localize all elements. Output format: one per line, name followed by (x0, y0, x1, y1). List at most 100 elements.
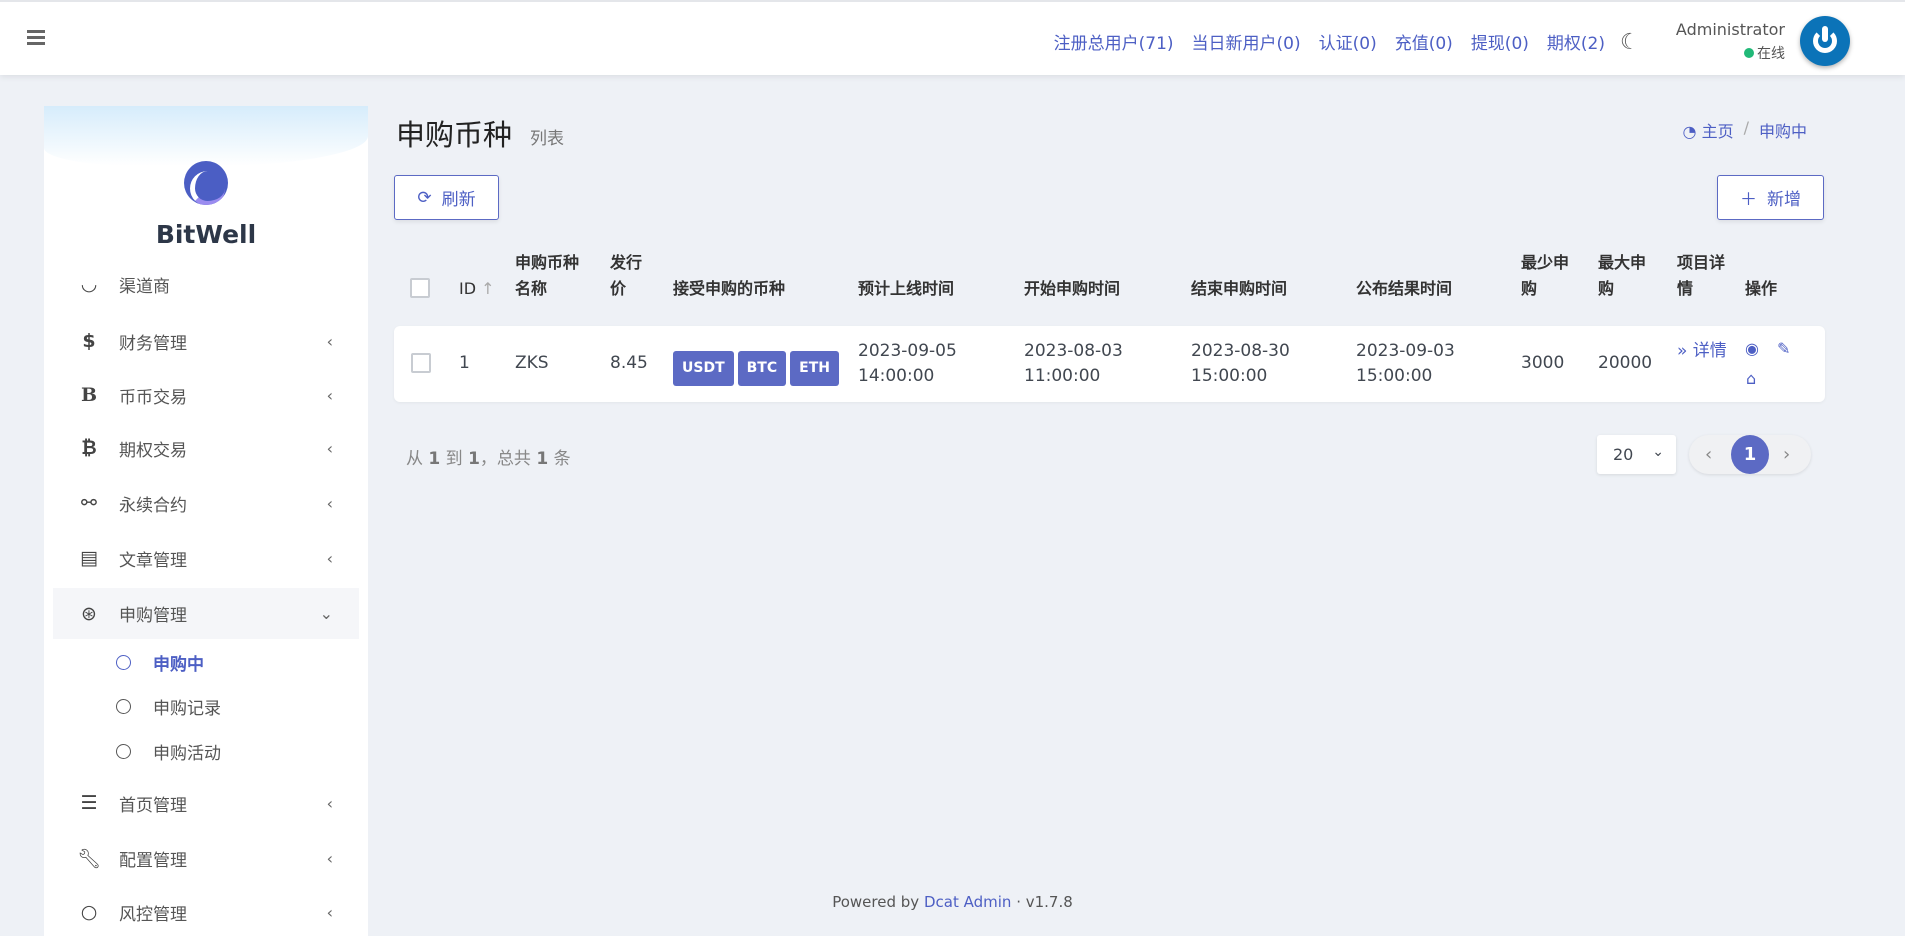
sidebar-item-label: 首页管理 (119, 795, 187, 816)
date: 2023-09-03 (1356, 341, 1455, 361)
delete-trash-icon[interactable]: ⌂ (1746, 370, 1757, 388)
chevron-left-icon: ‹ (326, 385, 333, 405)
newspaper-icon: ▤ (80, 547, 98, 569)
footer-version: · v1.7.8 (1016, 893, 1073, 911)
footer-text: Powered by (832, 893, 920, 911)
chevron-left-icon: ‹ (326, 331, 333, 351)
dark-mode-moon-icon[interactable]: ☾ (1620, 30, 1640, 55)
add-button[interactable]: ＋ 新增 (1717, 175, 1824, 220)
sidebar-item-risk[interactable]: ○ 风控管理 ‹ (53, 887, 359, 936)
avatar[interactable] (1800, 16, 1850, 66)
breadcrumb-home[interactable]: ◔ 主页 (1683, 118, 1734, 142)
pager: ‹ 1 › (1689, 435, 1811, 474)
page-subtitle: 列表 (530, 129, 564, 149)
user-status: 在线 (1757, 46, 1785, 62)
row-checkbox[interactable] (411, 353, 431, 373)
lifebuoy-icon: ⊛ (81, 602, 97, 625)
header-id[interactable]: ID ↑ (459, 276, 495, 302)
next-page-button[interactable]: › (1783, 444, 1791, 465)
text: 条 (553, 449, 571, 469)
cell-max: 20000 (1598, 353, 1653, 373)
per-page-select[interactable]: 20 ⌄ (1597, 435, 1676, 474)
table-row: 1 ZKS 8.45 USDT BTC ETH 2023-09-05 14:00:00… (394, 326, 1825, 402)
menu-toggle-icon[interactable] (27, 30, 45, 45)
date: 2023-09-05 (858, 341, 957, 361)
subitem-label: 申购记录 (153, 698, 221, 719)
header-start-time: 开始申购时间 (1024, 279, 1121, 298)
sidebar-item-finance[interactable]: $ 财务管理 ‹ (53, 316, 359, 366)
prev-page-button[interactable]: ‹ (1705, 444, 1713, 465)
sidebar-item-articles[interactable]: ▤ 文章管理 ‹ (53, 533, 359, 583)
sidebar-item-config[interactable]: 🔧︎ 配置管理 ‹ (53, 833, 359, 883)
breadcrumb: ◔ 主页 / 申购中 (1683, 118, 1807, 142)
sidebar-item-label: 申购管理 (119, 606, 187, 626)
sidebar-wave-decoration (44, 106, 368, 166)
sidebar-item-home[interactable]: ☰ 首页管理 ‹ (53, 778, 359, 828)
cell-price: 8.45 (610, 353, 648, 373)
sidebar-subitem-activities[interactable]: 申购活动 (116, 731, 221, 771)
sidebar-item-label: 财务管理 (119, 333, 187, 354)
from-number: 1 (428, 449, 441, 469)
page-1-button[interactable]: 1 (1731, 435, 1769, 474)
sidebar-item-channel[interactable]: ◡ 渠道商 (53, 259, 359, 309)
add-label: 新增 (1767, 190, 1801, 210)
list-icon: ☰ (80, 792, 98, 814)
header-online-time: 预计上线时间 (858, 279, 955, 298)
refresh-button[interactable]: ⟳ 刷新 (394, 175, 499, 220)
cell-end-time: 2023-08-30 15:00:00 (1191, 339, 1290, 389)
online-dot-icon (1744, 48, 1754, 58)
coin-badge: ETH (790, 351, 839, 386)
sort-arrow-up-icon[interactable]: ↑ (481, 279, 495, 298)
to-number: 1 (468, 449, 480, 469)
subitem-label: 申购活动 (153, 743, 221, 764)
cell-coins: USDT BTC ETH (673, 351, 843, 386)
sidebar-item-label: 永续合约 (119, 495, 187, 516)
sidebar-item-perpetual[interactable]: ⚯ 永续合约 ‹ (53, 478, 359, 528)
user-name: Administrator (1675, 20, 1785, 39)
circle-icon (116, 743, 131, 759)
link-total-users[interactable]: 注册总用户(71) (1053, 34, 1174, 54)
link-verify[interactable]: 认证(0) (1318, 34, 1377, 54)
sidebar: BitWell ◡ 渠道商 $ 财务管理 ‹ B 币币交易 ‹ ₿ 期权交易 ‹ ⚯ 永续合约 ‹… (44, 106, 368, 936)
time: 14:00:00 (858, 366, 935, 386)
b-icon: B (80, 384, 98, 406)
chevron-left-icon: ‹ (326, 793, 333, 813)
chevron-down-icon: ⌄ (319, 604, 333, 623)
user-info[interactable]: Administrator 在线 (1676, 20, 1785, 63)
refresh-icon: ⟳ (417, 187, 432, 208)
date: 2023-08-30 (1191, 341, 1290, 361)
view-eye-icon[interactable]: ◉ (1745, 340, 1759, 358)
page-title: 申购币种 (396, 118, 513, 152)
circle-icon (116, 698, 131, 714)
cell-start-time: 2023-08-03 11:00:00 (1024, 339, 1123, 389)
link-new-users[interactable]: 当日新用户(0) (1191, 34, 1301, 54)
select-all-checkbox[interactable] (410, 278, 430, 298)
top-links: 注册总用户(71) 当日新用户(0) 认证(0) 充值(0) 提现(0) 期权(… (1054, 29, 1605, 54)
header-actions: 操作 (1745, 279, 1778, 298)
sidebar-subitem-records[interactable]: 申购记录 (116, 686, 221, 726)
chevron-down-icon: ⌄ (1652, 444, 1664, 460)
sidebar-item-spot[interactable]: B 币币交易 ‹ (53, 370, 359, 420)
bitcoin-icon: ₿ (81, 436, 97, 459)
sidebar-item-options[interactable]: ₿ 期权交易 ‹ (53, 423, 359, 473)
header-id-label: ID (459, 279, 477, 298)
sidebar-item-label: 渠道商 (119, 276, 170, 297)
link-options[interactable]: 期权(2) (1546, 34, 1605, 54)
edit-pencil-icon[interactable]: ✎ (1777, 340, 1791, 358)
sidebar-item-label: 风控管理 (119, 904, 187, 925)
link-deposit[interactable]: 充值(0) (1394, 34, 1453, 54)
plus-icon: ＋ (1740, 190, 1757, 210)
sidebar-subitem-ongoing[interactable]: 申购中 (116, 642, 204, 682)
link-icon: ⚯ (81, 492, 97, 514)
link-withdraw[interactable]: 提现(0) (1470, 34, 1529, 54)
chevron-left-icon: ‹ (326, 902, 333, 922)
header-price: 发行价 (610, 253, 643, 298)
brand-name: BitWell (155, 220, 257, 249)
pagination-summary: 从 1 到 1，总共 1 条 (406, 444, 571, 469)
text: 到 (445, 449, 463, 469)
coin-badge: USDT (673, 351, 734, 386)
header-end-time: 结束申购时间 (1191, 279, 1288, 298)
sidebar-item-subscription[interactable]: ⊛ 申购管理 ⌄ (53, 588, 359, 639)
dcat-admin-link[interactable]: Dcat Admin (923, 893, 1012, 911)
detail-link[interactable]: » 详情 (1677, 341, 1727, 361)
